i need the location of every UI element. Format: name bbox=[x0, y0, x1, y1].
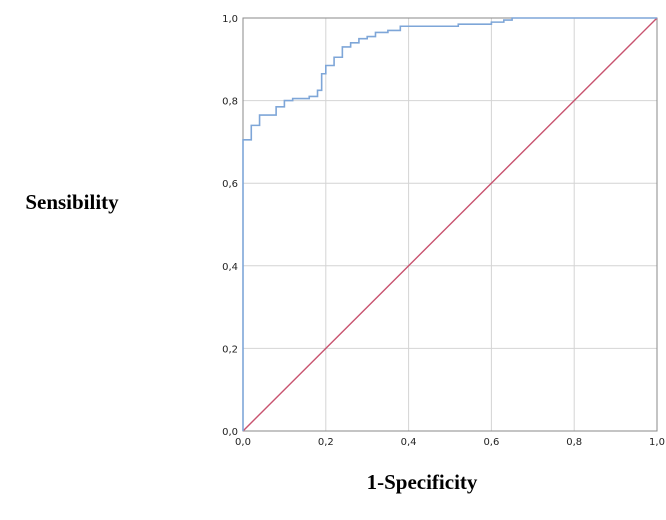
x-axis-label: 1-Specificity bbox=[367, 470, 478, 494]
grid bbox=[243, 18, 657, 431]
y-tick-label: 0,2 bbox=[222, 344, 238, 355]
roc-curve bbox=[242, 17, 657, 431]
y-tick-label: 0,6 bbox=[222, 179, 238, 190]
x-tick-label: 0,6 bbox=[483, 437, 499, 448]
x-axis-ticks: 0,0 0,2 0,4 0,6 0,8 1,0 bbox=[235, 437, 665, 448]
y-axis-label: Sensibility bbox=[25, 190, 119, 214]
y-tick-label: 0,4 bbox=[222, 262, 238, 273]
y-tick-label: 1,0 bbox=[222, 14, 238, 25]
x-tick-label: 1,0 bbox=[649, 437, 665, 448]
x-tick-label: 0,4 bbox=[401, 437, 417, 448]
y-tick-label: 0,8 bbox=[222, 97, 238, 108]
series-layer bbox=[242, 17, 658, 432]
y-axis-ticks: 0,0 0,2 0,4 0,6 0,8 1,0 bbox=[222, 14, 238, 438]
x-tick-label: 0,2 bbox=[318, 437, 334, 448]
x-tick-label: 0,0 bbox=[235, 437, 251, 448]
x-tick-label: 0,8 bbox=[566, 437, 582, 448]
reference-line bbox=[242, 17, 658, 432]
y-tick-label: 0,0 bbox=[222, 427, 238, 438]
